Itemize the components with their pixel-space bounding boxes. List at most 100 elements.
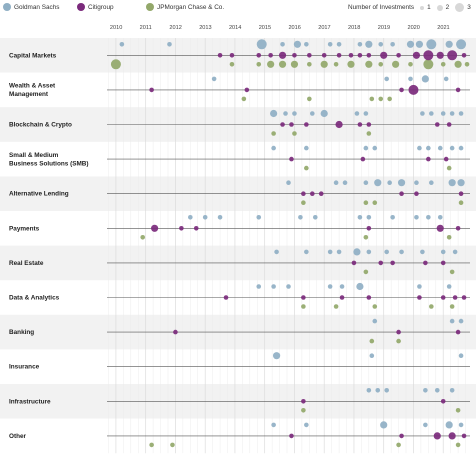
gs-point xyxy=(452,249,458,255)
size-legend-dot-3 xyxy=(455,3,465,12)
gs-point xyxy=(256,284,262,289)
jpm-point xyxy=(446,235,452,240)
gs-point xyxy=(445,421,453,429)
gs-point xyxy=(363,145,369,151)
citi-point xyxy=(335,120,343,129)
citi-point xyxy=(280,122,285,127)
citi-point xyxy=(301,191,306,196)
category-row: Alternative Lending xyxy=(9,179,470,205)
legend-citigroup: Citigroup xyxy=(77,3,114,11)
category-row: Other xyxy=(9,421,470,448)
citi-point xyxy=(399,87,404,93)
legend-goldman: Goldman Sachs xyxy=(3,3,59,11)
gs-point xyxy=(271,145,276,151)
legend-goldman-dot xyxy=(3,3,11,11)
category-row: Real Estate xyxy=(9,248,470,275)
jpm-point xyxy=(320,60,328,68)
jpm-point xyxy=(392,60,400,68)
category-label: Wealth & Asset xyxy=(9,83,56,90)
jpm-point xyxy=(333,62,339,67)
jpm-point xyxy=(304,165,309,171)
citi-point xyxy=(396,53,401,58)
gs-point xyxy=(366,215,372,220)
jpm-point xyxy=(372,304,378,309)
citi-point xyxy=(461,53,467,58)
citi-point xyxy=(408,84,419,95)
gs-point xyxy=(445,40,453,48)
gs-point xyxy=(449,111,455,116)
gs-point xyxy=(423,422,428,428)
citi-point xyxy=(289,156,294,162)
gs-point xyxy=(270,109,278,118)
gs-point xyxy=(414,215,419,220)
x-tick-label: 2017 xyxy=(318,25,330,31)
citi-point xyxy=(423,50,434,61)
x-tick-label: 2021 xyxy=(437,25,449,31)
gs-point xyxy=(256,215,262,220)
gs-point xyxy=(363,111,369,116)
gs-point xyxy=(384,388,389,393)
gs-point xyxy=(406,40,415,48)
citi-point xyxy=(193,226,199,231)
category-label: Capital Markets xyxy=(9,52,57,59)
gs-point xyxy=(293,40,302,48)
gs-point xyxy=(458,353,464,359)
jpm-point xyxy=(149,442,154,448)
gs-point xyxy=(327,249,333,255)
citi-point xyxy=(366,226,372,231)
size-legend-dot-1 xyxy=(420,5,425,10)
citi-point xyxy=(360,156,366,162)
citi-point xyxy=(399,433,404,439)
gs-point xyxy=(417,145,422,151)
size-legend-label-3: 3 xyxy=(467,4,471,11)
citi-point xyxy=(443,156,449,162)
gs-point xyxy=(211,76,217,82)
gs-point xyxy=(365,40,373,48)
jpm-point xyxy=(290,60,299,68)
citi-point xyxy=(434,122,440,127)
citi-point xyxy=(458,191,464,196)
category-row: Payments xyxy=(9,215,470,240)
gs-point xyxy=(449,145,455,151)
jpm-point xyxy=(446,165,452,171)
gs-point xyxy=(304,42,309,47)
citi-point xyxy=(436,224,444,232)
citi-point xyxy=(289,433,294,439)
gs-point xyxy=(357,215,363,220)
gs-point xyxy=(304,422,309,428)
gs-point xyxy=(446,284,452,289)
legend-row: Goldman Sachs Citigroup JPMorgan Chase &… xyxy=(0,0,476,16)
jpm-point xyxy=(387,96,392,102)
category-label: Small & Medium xyxy=(9,152,59,159)
citi-point xyxy=(256,53,262,58)
citi-point xyxy=(461,433,467,439)
gs-point xyxy=(397,179,406,187)
citi-point xyxy=(378,260,384,266)
size-legend-label-1: 1 xyxy=(427,4,431,11)
category-label: Blockchain & Crypto xyxy=(9,122,72,129)
gs-point xyxy=(167,42,172,47)
citi-point xyxy=(310,191,315,196)
gs-point xyxy=(399,249,404,255)
x-tick-label: 2012 xyxy=(169,25,181,31)
gs-point xyxy=(357,42,363,47)
gs-point xyxy=(274,249,279,255)
jpm-point xyxy=(301,408,306,413)
gs-point xyxy=(414,180,419,185)
citi-point xyxy=(149,87,154,93)
jpm-point xyxy=(378,62,384,67)
gs-point xyxy=(327,42,333,47)
x-tick-label: 2013 xyxy=(199,25,211,31)
gs-point xyxy=(417,284,422,289)
gs-point xyxy=(390,215,395,220)
gs-point xyxy=(420,249,425,255)
gs-point xyxy=(336,249,342,255)
x-tick-label: 2011 xyxy=(140,25,152,31)
gs-point xyxy=(458,145,464,151)
gs-point xyxy=(369,353,375,359)
citi-point xyxy=(380,51,388,59)
category-row: Capital Markets xyxy=(9,39,470,70)
